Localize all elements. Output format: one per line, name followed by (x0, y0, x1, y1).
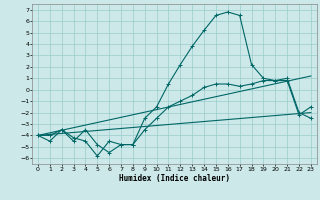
X-axis label: Humidex (Indice chaleur): Humidex (Indice chaleur) (119, 174, 230, 183)
